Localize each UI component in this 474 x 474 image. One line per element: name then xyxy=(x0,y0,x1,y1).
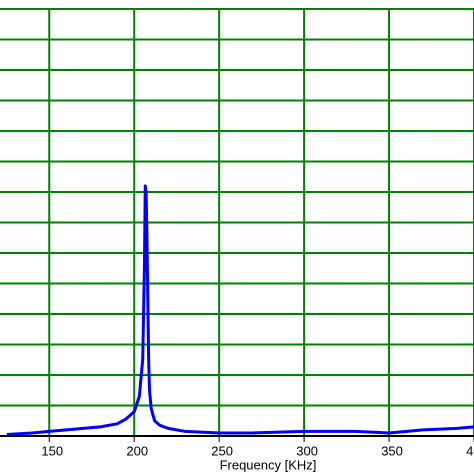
x-tick-label: 400 xyxy=(466,443,474,458)
x-tick-label: 150 xyxy=(41,443,63,458)
x-axis-label: Frequency [KHz] xyxy=(220,457,317,472)
spectrum-line xyxy=(6,184,474,436)
x-tick-label: 350 xyxy=(381,443,403,458)
x-tick-label: 200 xyxy=(126,443,148,458)
x-tick-label: 300 xyxy=(296,443,318,458)
x-tick-label: 250 xyxy=(211,443,233,458)
